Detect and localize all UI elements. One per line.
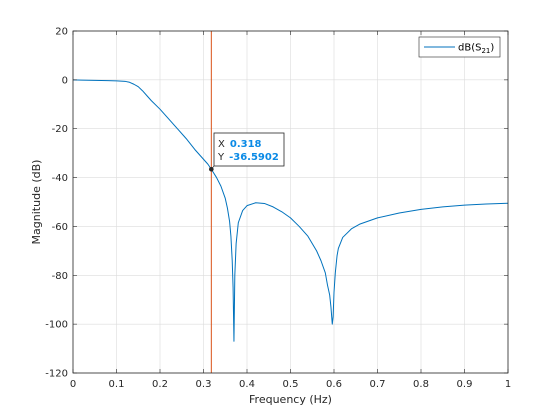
x-tick-label: 0.1 bbox=[109, 379, 125, 390]
y-tick-label: 0 bbox=[62, 75, 68, 86]
x-tick-label: 0.2 bbox=[152, 379, 168, 390]
x-tick-label: 0.7 bbox=[370, 379, 386, 390]
x-tick-label: 0.3 bbox=[196, 379, 212, 390]
data-tip-box bbox=[213, 132, 285, 167]
x-tick-label: 0.4 bbox=[239, 379, 255, 390]
legend-label-main: dB(S bbox=[458, 43, 481, 54]
x-tick-label: 0.9 bbox=[457, 379, 473, 390]
legend[interactable]: dB(S21) bbox=[418, 36, 501, 58]
legend-label-subscript: 21 bbox=[481, 47, 490, 55]
legend-label-close: ) bbox=[490, 43, 494, 54]
y-tick-label: -20 bbox=[52, 124, 68, 135]
y-tick-label: -60 bbox=[52, 222, 68, 233]
x-tick-labels: 0 0.1 0.2 0.3 0.4 0.5 0.6 0.7 0.8 0.9 1 bbox=[70, 379, 511, 390]
data-tip-y-label: Y bbox=[217, 152, 225, 163]
y-tick-label: -40 bbox=[52, 173, 68, 184]
data-tip[interactable]: X 0.318 Y -36.5902 bbox=[213, 132, 285, 167]
x-tick-label: 0.6 bbox=[326, 379, 342, 390]
y-tick-label: -100 bbox=[45, 320, 68, 331]
x-tick-label: 1 bbox=[505, 379, 511, 390]
data-tip-point[interactable] bbox=[209, 166, 214, 172]
x-tick-label: 0.8 bbox=[413, 379, 429, 390]
x-tick-label: 0 bbox=[70, 379, 76, 390]
axis-ticks bbox=[72, 30, 509, 374]
x-tick-label: 0.5 bbox=[283, 379, 299, 390]
data-tip-x-value: 0.318 bbox=[230, 139, 262, 150]
data-tip-y-value: -36.5902 bbox=[229, 152, 279, 163]
x-axis-label: Frequency (Hz) bbox=[249, 393, 332, 406]
legend-label-dB-S21: dB(S21) bbox=[458, 43, 494, 56]
marker-layer bbox=[209, 31, 215, 373]
y-axis-label: Magnitude (dB) bbox=[30, 160, 43, 245]
y-tick-label: -80 bbox=[52, 271, 68, 282]
data-tip-x-row: X 0.318 bbox=[218, 139, 262, 150]
legend-box bbox=[418, 36, 501, 58]
y-tick-label: -120 bbox=[45, 369, 68, 380]
y-tick-label: 20 bbox=[55, 27, 68, 38]
y-tick-labels: -120 -100 -80 -60 -40 -20 0 20 bbox=[45, 27, 68, 380]
data-tip-y-row: Y -36.5902 bbox=[217, 152, 279, 163]
data-tip-x-label: X bbox=[218, 139, 225, 150]
series-layer bbox=[72, 79, 509, 342]
series-line-dB-S21 bbox=[72, 79, 509, 342]
